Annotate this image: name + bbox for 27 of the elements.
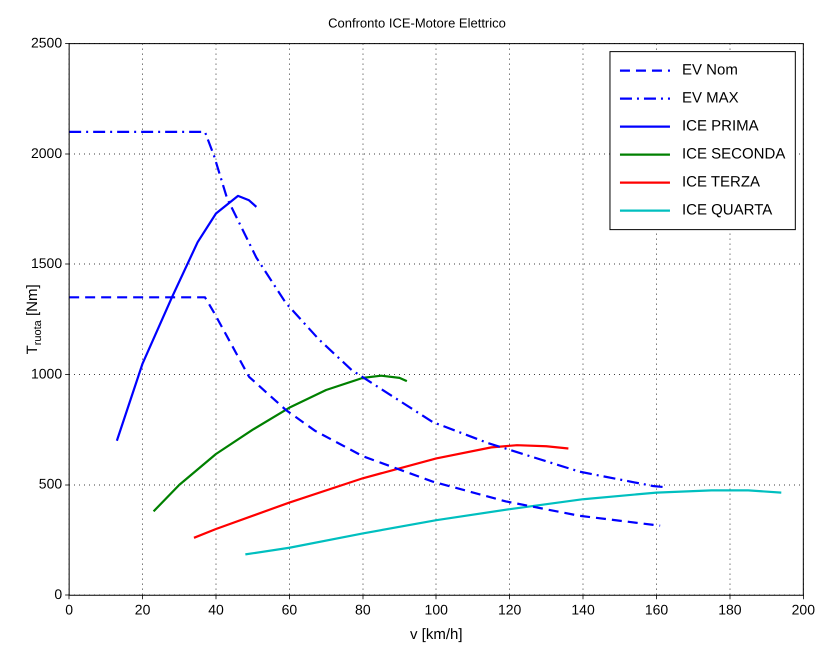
legend-label: EV MAX <box>682 90 739 107</box>
x-tick-label: 200 <box>792 601 816 618</box>
x-tick-label: 60 <box>282 601 298 618</box>
y-tick-label: 1000 <box>30 365 62 382</box>
x-tick-label: 180 <box>718 601 742 618</box>
legend-label: ICE SECONDA <box>682 146 786 163</box>
line-series <box>69 130 665 488</box>
y-axis-title: Truota [Nm] <box>24 284 44 354</box>
legend-label: ICE PRIMA <box>682 118 759 135</box>
x-axis-title: v [km/h] <box>410 626 462 644</box>
legend-label: ICE QUARTA <box>682 202 772 219</box>
y-tick-label: 2000 <box>30 144 62 161</box>
x-tick-label: 100 <box>424 601 448 618</box>
legend-label: EV Nom <box>682 62 738 79</box>
x-tick-label: 80 <box>355 601 371 618</box>
y-tick-label: 2500 <box>30 34 62 50</box>
chart-title: Confronto ICE-Motore Elettrico <box>328 15 506 30</box>
x-tick-label: 20 <box>134 601 151 618</box>
legend-label: ICE TERZA <box>682 174 760 191</box>
y-tick-label: 1500 <box>30 255 62 272</box>
x-tick-label: 0 <box>65 601 74 618</box>
y-tick-label: 500 <box>38 476 62 492</box>
x-tick-label: 160 <box>644 601 668 618</box>
x-tick-label: 40 <box>208 601 224 618</box>
x-tick-label: 140 <box>571 601 595 618</box>
x-tick-label: 120 <box>498 601 522 618</box>
y-tick-label: 0 <box>54 586 62 602</box>
